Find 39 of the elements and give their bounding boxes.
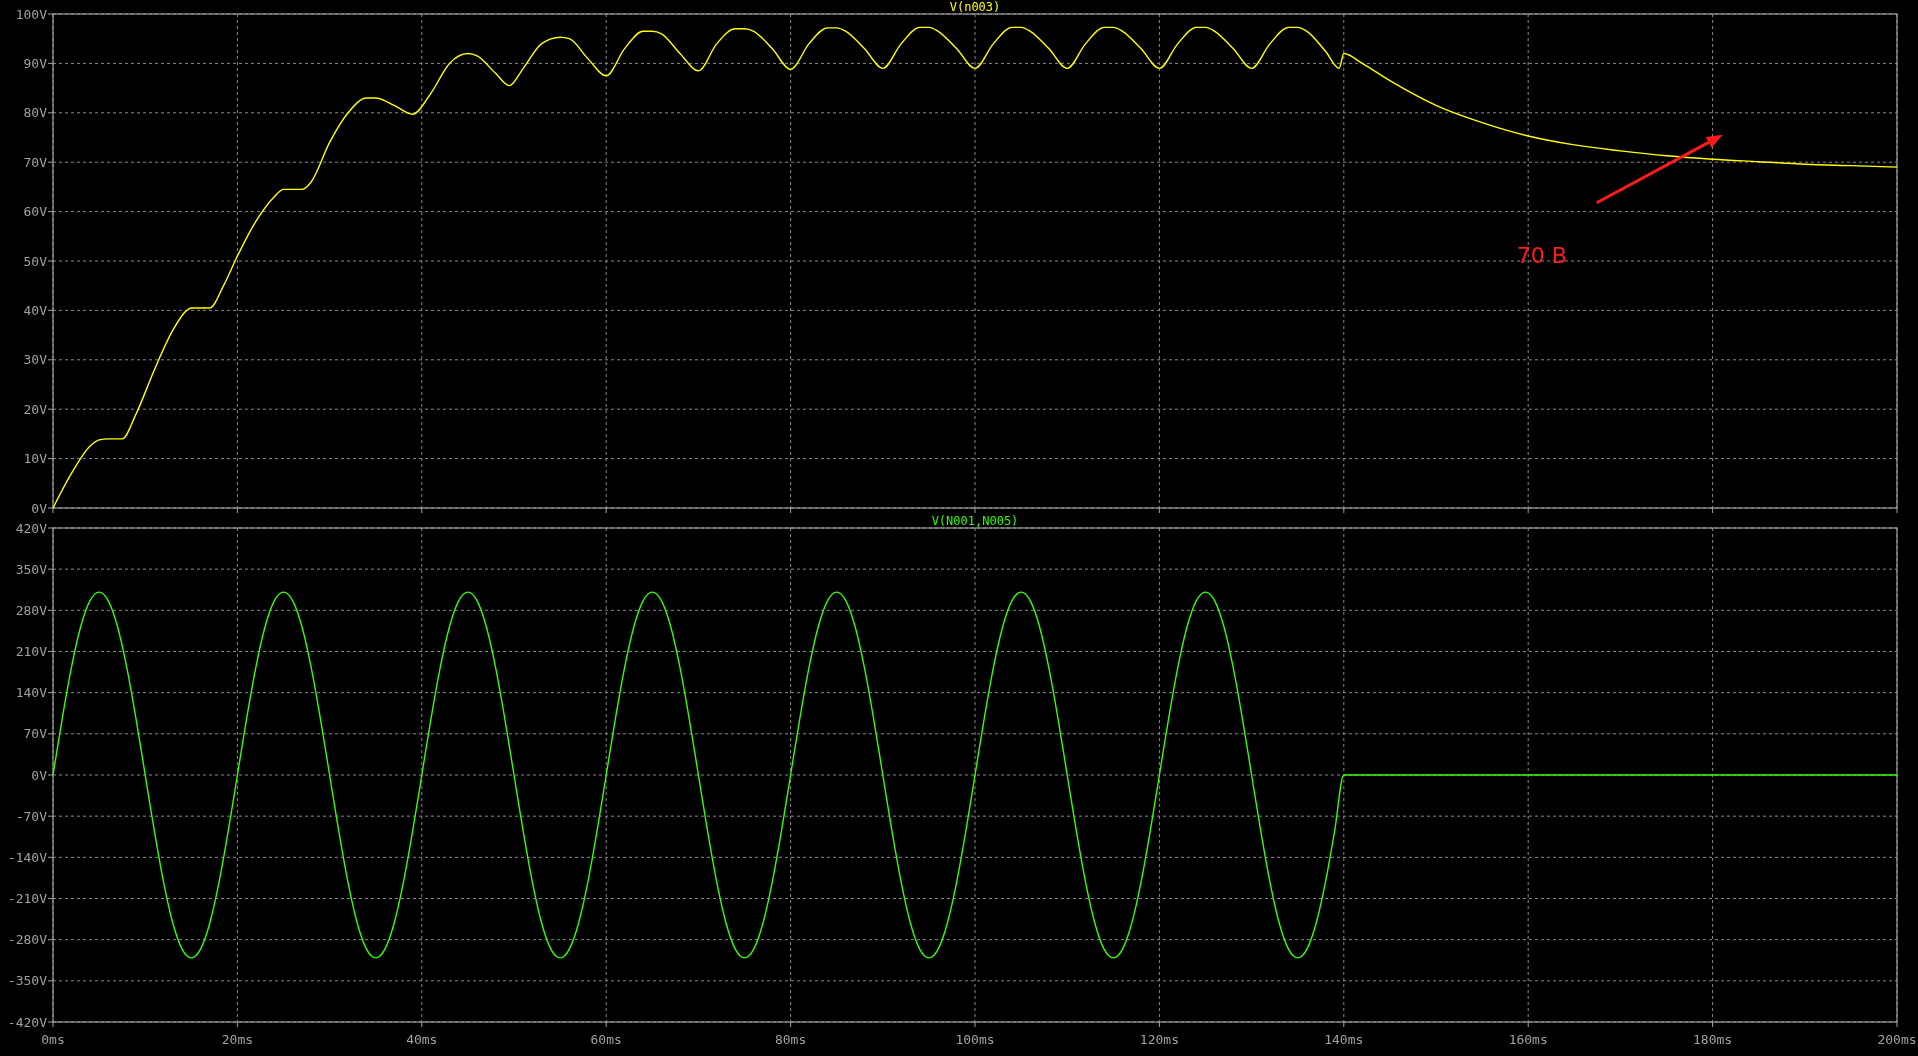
y-tick-label: 350V: [15, 561, 48, 577]
y-tick-label: 10V: [23, 451, 48, 467]
y-tick-label: 0V: [31, 500, 48, 516]
y-tick-label: -280V: [7, 932, 48, 948]
series-label: V(n003): [949, 0, 1001, 14]
y-tick-label: 420V: [15, 520, 48, 536]
y-tick-label: 80V: [23, 105, 48, 121]
y-tick-label: -140V: [7, 849, 48, 865]
annotation: 70 В: [1516, 242, 1567, 268]
y-tick-label: 60V: [23, 204, 48, 220]
y-tick-label: -420V: [7, 1014, 48, 1030]
x-tick-label: 100ms: [955, 1032, 995, 1047]
x-tick-label: 160ms: [1508, 1032, 1548, 1047]
y-tick-label: 100V: [15, 6, 48, 22]
y-tick-label: 70V: [23, 726, 48, 742]
x-tick-label: 80ms: [774, 1032, 807, 1047]
x-tick-label: 20ms: [221, 1032, 254, 1047]
y-tick-label: 50V: [23, 253, 48, 269]
text: V(N001,N005): [931, 514, 1019, 528]
y-tick-label: 90V: [23, 55, 48, 71]
x-tick-label: 0ms: [41, 1032, 65, 1047]
y-tick-label: -210V: [7, 891, 48, 907]
line-series: [52, 591, 1898, 959]
y-tick-label: 40V: [23, 302, 48, 318]
y-tick-label: -350V: [7, 973, 48, 989]
y-tick-label: 280V: [15, 602, 48, 618]
x-tick-label: 140ms: [1324, 1032, 1364, 1047]
y-tick-label: 0V: [31, 767, 48, 783]
x-tick-label: 120ms: [1139, 1032, 1179, 1047]
y-tick-label: 210V: [15, 644, 48, 660]
y-tick-label: 140V: [15, 685, 48, 701]
x-tick-label: 60ms: [590, 1032, 622, 1047]
x-tick-label: 40ms: [406, 1032, 438, 1047]
y-tick-label: 70V: [23, 154, 48, 170]
x-tick-label: 200ms: [1877, 1032, 1917, 1047]
y-tick-label: -70V: [15, 808, 48, 824]
y-tick-label: 30V: [23, 352, 48, 368]
x-tick-label: 180ms: [1693, 1032, 1733, 1047]
y-tick-label: 20V: [23, 401, 48, 417]
